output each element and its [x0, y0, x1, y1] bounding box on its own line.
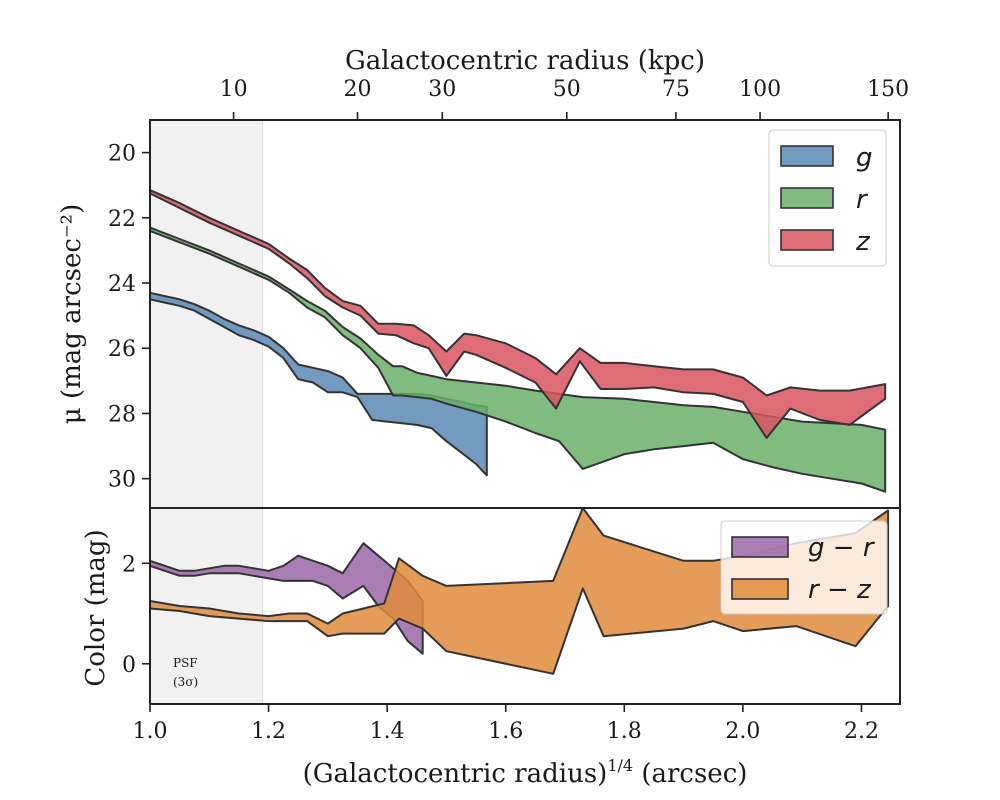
legend-swatch-g-r: [731, 536, 789, 558]
x-tick-label: 1.0: [133, 719, 168, 744]
x-tick-label: 1.2: [251, 719, 286, 744]
top-tick-label: 20: [344, 77, 372, 102]
color-bands: [150, 508, 890, 675]
x-axis-title-unit: (arcsec): [633, 759, 747, 789]
color-y-tick-label: 0: [122, 653, 136, 678]
top-tick-label: 150: [867, 77, 909, 102]
top-kpc-axis: 10 20 30 50 75 100 150: [220, 77, 909, 120]
top-tick-label: 75: [662, 77, 690, 102]
radius-x-axis: 1.0 1.2 1.4 1.6 1.8 2.0 2.2: [133, 704, 879, 744]
legend-label-g: g: [856, 143, 873, 173]
x-axis-title-exponent: 1/4: [607, 756, 633, 775]
x-tick-label: 2.0: [725, 719, 760, 744]
color-y-label: Color (mag): [81, 529, 111, 686]
legend-label-g-r: g − r: [808, 533, 876, 563]
legend-swatch-z: [780, 229, 834, 251]
x-tick-label: 1.4: [370, 719, 405, 744]
top-tick-label: 100: [739, 77, 781, 102]
color-legend: g − r r − z: [720, 520, 888, 615]
surface-brightness-y-label: μ (mag arcsec⁻²): [57, 204, 87, 424]
legend-label-r-z: r − z: [808, 575, 872, 605]
x-tick-label: 2.2: [844, 719, 879, 744]
band-g-r: [150, 542, 424, 655]
band-r: [149, 226, 887, 493]
bottom-panel-frame: [149, 507, 901, 705]
band-z: [149, 189, 887, 439]
legend-swatch-r-z: [731, 578, 789, 600]
color-y-axis: 02: [122, 552, 150, 678]
surface-brightness-legend: g r z: [768, 129, 887, 267]
psf-label: PSF: [173, 656, 198, 670]
top-axis-title: Galactocentric radius (kpc): [345, 46, 705, 76]
legend-swatch-r: [780, 187, 834, 209]
color-y-tick-label: 2: [122, 552, 136, 577]
surface-brightness-y-axis: 20 22 24 26 28 30: [108, 142, 150, 493]
top-tick-label: 10: [220, 77, 248, 102]
legend-swatch-g: [780, 145, 834, 167]
y-tick-label: 26: [108, 337, 136, 362]
x-axis-title-main: (Galactocentric radius): [303, 759, 608, 789]
y-tick-label: 24: [108, 272, 136, 297]
legend-label-z: z: [855, 227, 871, 257]
band-r-z: [150, 508, 890, 675]
y-tick-label: 30: [108, 468, 136, 493]
x-tick-label: 1.6: [488, 719, 523, 744]
x-axis-title: (Galactocentric radius)1/4 (arcsec): [303, 756, 748, 789]
legend-label-r: r: [856, 185, 869, 215]
y-tick-label: 28: [108, 402, 136, 427]
band-g: [149, 291, 488, 477]
surface-brightness-bands: [149, 189, 887, 493]
top-tick-label: 30: [428, 77, 456, 102]
y-tick-label: 20: [108, 142, 136, 167]
psf-sublabel: (3σ): [173, 675, 198, 689]
y-tick-label: 22: [108, 207, 136, 232]
x-tick-label: 1.8: [607, 719, 642, 744]
top-tick-label: 50: [553, 77, 581, 102]
